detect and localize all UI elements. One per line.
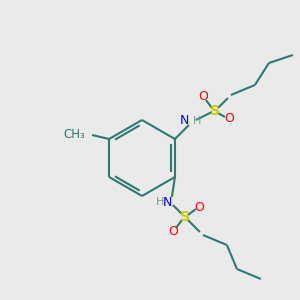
Text: O: O	[194, 200, 204, 214]
Text: S: S	[180, 210, 190, 224]
Text: H: H	[156, 197, 164, 207]
Text: N: N	[163, 196, 172, 208]
Text: O: O	[198, 91, 208, 103]
Text: H: H	[193, 116, 201, 126]
Text: O: O	[168, 224, 178, 238]
Text: O: O	[224, 112, 234, 125]
Text: S: S	[210, 104, 220, 118]
Text: CH₃: CH₃	[63, 128, 85, 140]
Text: N: N	[180, 115, 190, 128]
